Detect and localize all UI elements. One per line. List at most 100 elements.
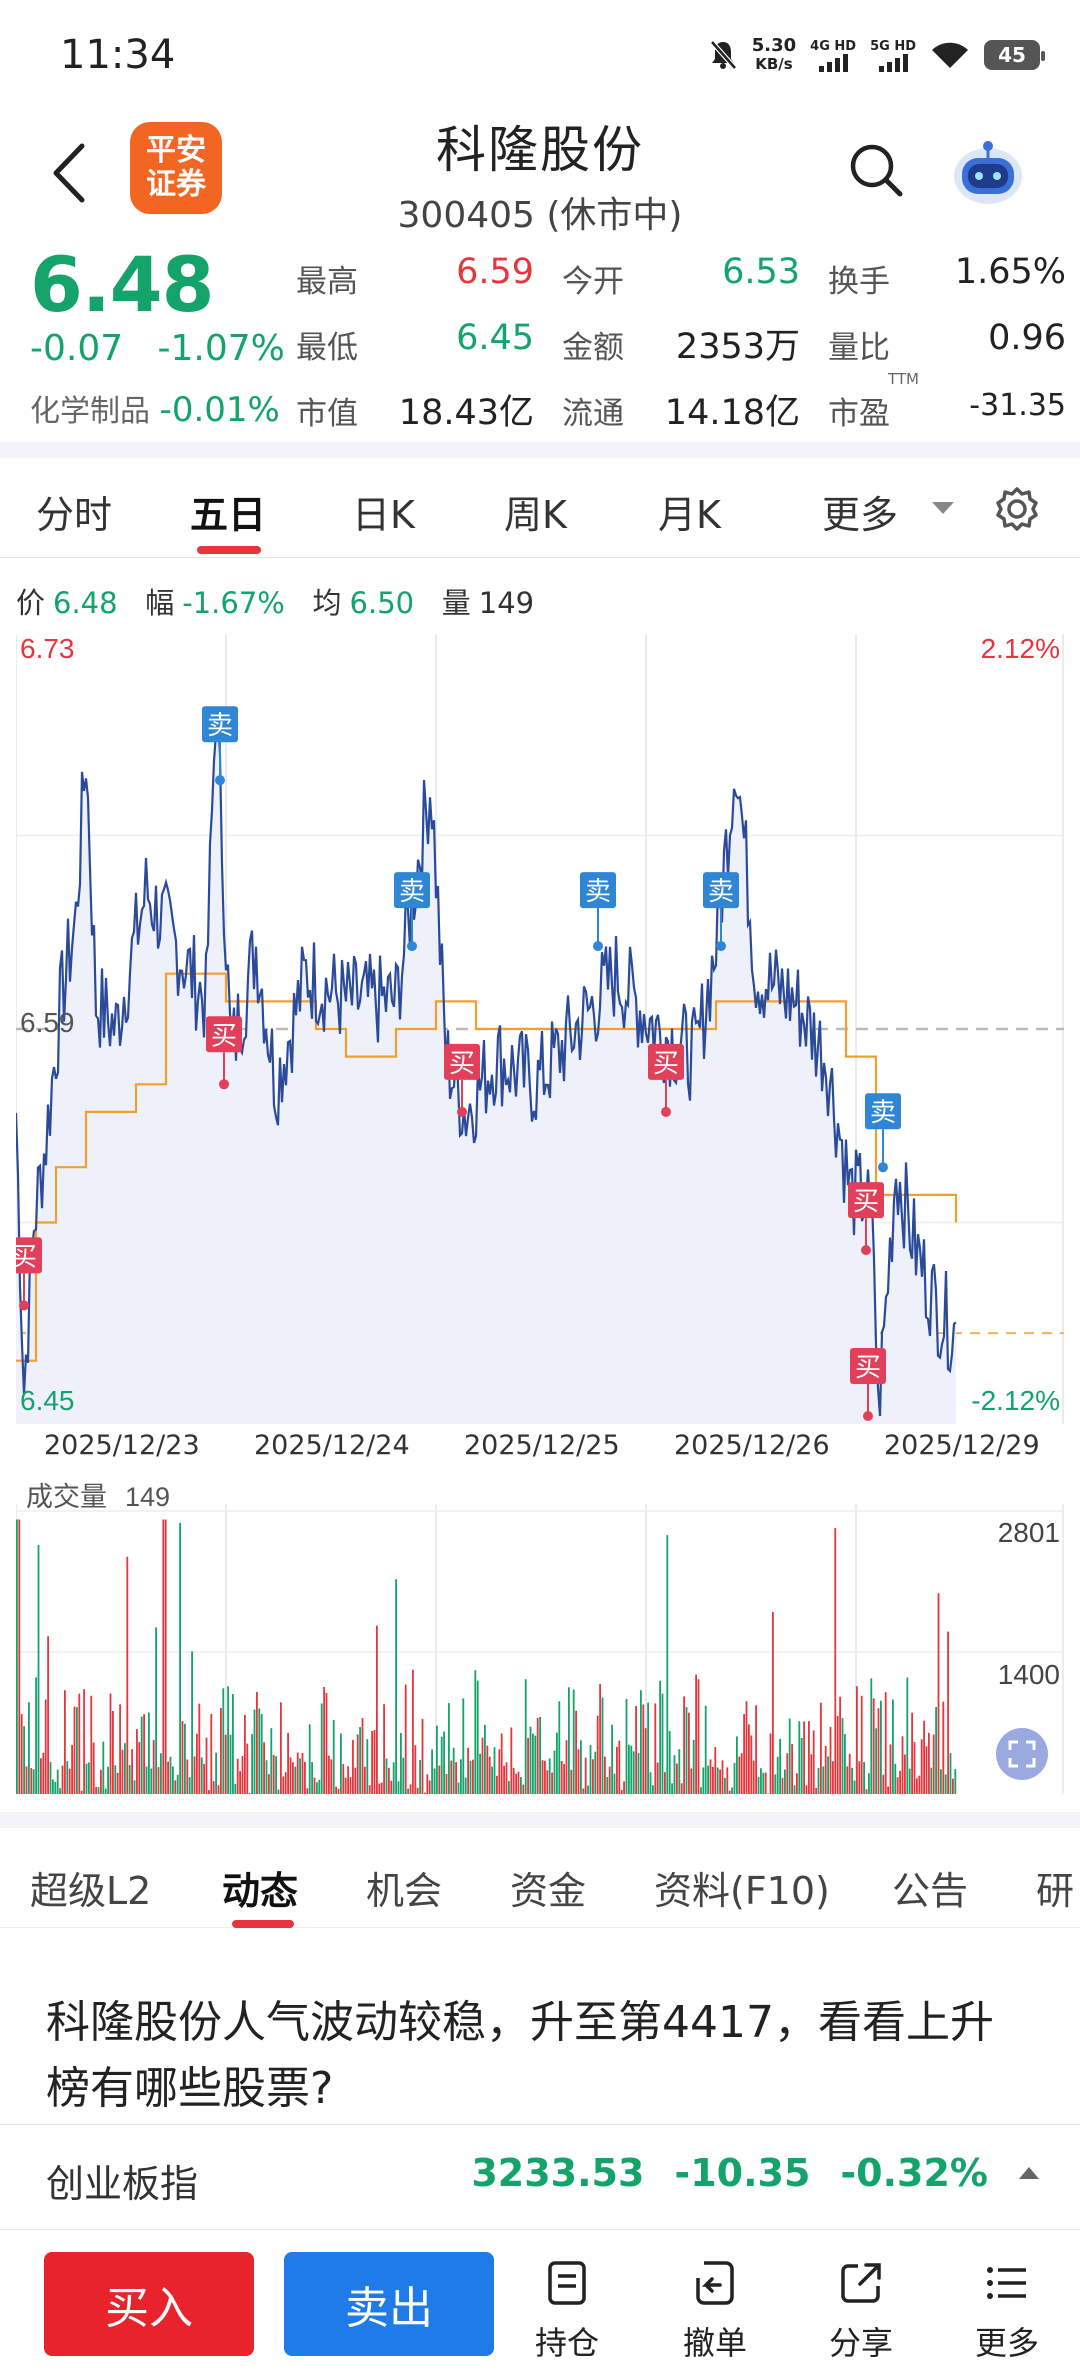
volume-bar [779,1738,781,1794]
volume-bar [481,1737,484,1794]
dropdown-triangle-icon[interactable] [930,500,956,516]
volume-bar [846,1766,849,1794]
volume-bar [265,1760,268,1794]
quote-value-float-cap: 14.18亿 [664,393,800,433]
tab-f10[interactable]: 资料(F10) [654,1869,830,1913]
svg-text:卖: 卖 [207,711,233,741]
volume-bar [85,1763,88,1794]
tab-funds[interactable]: 资金 [510,1869,587,1913]
quote-value-market-cap: 18.43亿 [398,393,534,433]
share-button[interactable]: 分享 [806,2258,916,2364]
volume-bar [479,1753,481,1794]
cancel-order-button[interactable]: 撤单 [660,2258,770,2364]
volume-bar [61,1765,64,1794]
tab-five-day[interactable]: 五日 [190,493,267,537]
volume-bar [188,1777,191,1794]
volume-chart[interactable]: 成交量 149 2801 1400 [16,1464,1064,1804]
holdings-button[interactable]: 持仓 [512,2258,622,2364]
volume-bar [124,1743,126,1794]
tab-intraday[interactable]: 分时 [36,493,113,537]
volume-bar [191,1651,193,1794]
volume-bar [750,1735,753,1794]
current-price: 6.48 [30,240,215,329]
volume-bar [589,1744,592,1794]
tab-dynamic[interactable]: 动态 [222,1869,299,1913]
volume-bar [498,1749,501,1794]
volume-bar [762,1772,765,1794]
volume-bar [911,1712,913,1794]
volume-bar [592,1759,594,1794]
tab-weekly-k[interactable]: 周K [504,493,567,537]
tab-daily-k[interactable]: 日K [352,493,415,537]
volume-bar [239,1771,241,1794]
volume-bar [404,1684,407,1794]
volume-bar [397,1781,400,1794]
volume-bar [136,1729,138,1794]
tab-more[interactable]: 更多 [822,493,899,537]
date-label-1: 2025/12/23 [44,1430,200,1461]
tab-super-l2[interactable]: 超级L2 [30,1869,152,1913]
volume-bar [726,1767,729,1794]
buy-marker: 买 [850,1348,886,1421]
tab-research[interactable]: 研 [1036,1869,1075,1913]
volume-bar [894,1763,897,1794]
volume-bar [448,1703,450,1794]
tab-opportunity[interactable]: 机会 [366,1869,443,1913]
volume-bar [275,1756,277,1794]
volume-bar [889,1744,892,1794]
volume-bar [541,1760,544,1794]
volume-bar [73,1706,76,1794]
volume-bar [817,1767,820,1794]
volume-bar [426,1774,429,1794]
quote-value-open: 6.53 [722,252,800,292]
price-change: -0.07 -1.07% [30,328,285,369]
svg-text:买: 买 [653,1049,679,1079]
expand-up-triangle-icon[interactable] [1018,2166,1040,2180]
back-arrow-icon[interactable] [42,138,102,208]
search-icon[interactable] [846,140,906,200]
average-price-line [16,972,958,1362]
volume-bar [796,1773,798,1794]
volume-bar [167,1761,169,1794]
volume-bar [872,1698,875,1794]
volume-bar [244,1714,246,1794]
volume-bar [841,1718,844,1794]
volume-bar [114,1765,117,1794]
volume-bar [882,1774,885,1794]
sector-change[interactable]: 化学制品 -0.01% [30,390,280,430]
volume-bar [371,1731,373,1794]
volume-bar [860,1695,863,1794]
index-ticker-bar[interactable]: 创业板指 3233.53 -10.35 -0.32% [0,2124,1080,2230]
index-name: 创业板指 [46,2162,199,2206]
volume-bar [671,1783,673,1794]
volume-bar [109,1693,112,1794]
fullscreen-icon[interactable] [996,1728,1048,1780]
volume-bar [752,1760,755,1794]
tab-monthly-k[interactable]: 月K [658,493,721,537]
news-headline[interactable]: 科隆股份人气波动较稳，升至第4417，看看上升榜有哪些股票? [46,1997,994,2114]
volume-bar [49,1761,52,1794]
volume-bar [834,1528,837,1794]
stock-name: 科隆股份 [436,121,644,179]
volume-bar [608,1766,611,1794]
tab-announcement[interactable]: 公告 [892,1869,969,1913]
pct-axis-max: 2.12% [981,634,1060,664]
volume-bar [505,1762,508,1794]
volume-bar [224,1734,227,1794]
broker-logo[interactable]: 平安 证券 [130,122,222,214]
buy-button[interactable]: 买入 [44,2252,254,2356]
index-value: 3233.53 [471,2151,645,2195]
volume-bar [179,1522,181,1794]
volume-bar [383,1704,385,1794]
volume-bar [203,1763,205,1794]
volume-bar [695,1674,697,1794]
sell-button[interactable]: 卖出 [284,2252,494,2356]
pct-axis-min: -2.12% [971,1385,1060,1416]
robot-assistant-icon[interactable] [948,132,1028,212]
more-button[interactable]: 更多 [952,2258,1062,2364]
settings-gear-icon[interactable] [994,486,1040,532]
volume-bar [352,1739,354,1794]
volume-bar [702,1767,705,1794]
volume-bar [577,1749,580,1794]
